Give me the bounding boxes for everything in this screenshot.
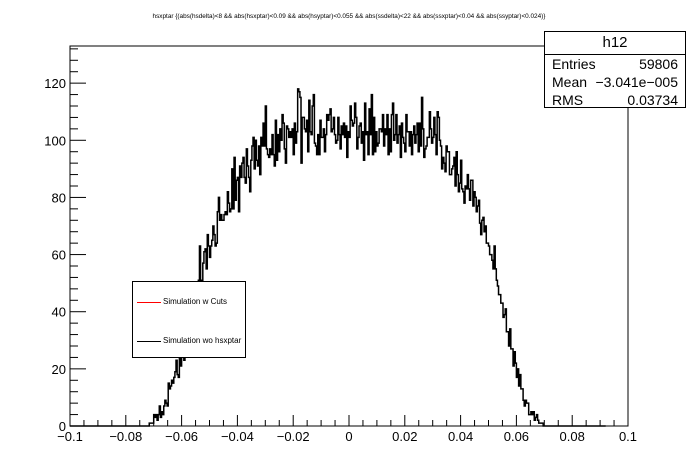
stats-label: Mean bbox=[552, 74, 588, 90]
x-axis: −0.1 −0.08 −0.06 −0.04 −0.02 0 0.02 0.04 0.06 0.0… bbox=[57, 415, 637, 444]
x-tick-label: −0.06 bbox=[165, 429, 198, 444]
stats-row-rms: RMS 0.03734 bbox=[545, 91, 685, 109]
stats-title: h12 bbox=[545, 32, 685, 55]
y-tick-label: 20 bbox=[52, 362, 66, 377]
legend: Simulation w Cuts Simulation wo hsxptar bbox=[132, 281, 246, 358]
histogram-series-line bbox=[70, 88, 606, 427]
series-layer bbox=[70, 88, 606, 427]
stats-value: 0.03734 bbox=[627, 92, 678, 108]
x-tick-label: −0.08 bbox=[109, 429, 142, 444]
y-tick-label: 0 bbox=[59, 419, 66, 434]
y-tick-label: 100 bbox=[44, 133, 66, 148]
chart-title: hsxptar {(abs(hsdelta)<8 && abs(hsxptar)… bbox=[153, 13, 547, 20]
stats-label: Entries bbox=[552, 56, 596, 72]
y-tick-label: 60 bbox=[52, 248, 66, 263]
x-tick-label: −0.1 bbox=[57, 429, 83, 444]
y-axis: 0 20 40 60 80 100 120 bbox=[44, 48, 86, 434]
y-tick-label: 40 bbox=[52, 305, 66, 320]
legend-swatch-red bbox=[137, 302, 161, 303]
x-tick-label: 0.1 bbox=[619, 429, 637, 444]
legend-entry-wo-hsxptar: Simulation wo hsxptar bbox=[133, 335, 245, 349]
y-tick-label: 80 bbox=[52, 190, 66, 205]
stats-box: h12 Entries 59806 Mean −3.041e−005 RMS 0… bbox=[544, 31, 686, 108]
stats-row-entries: Entries 59806 bbox=[545, 55, 685, 73]
legend-entry-w-cuts: Simulation w Cuts bbox=[133, 296, 245, 310]
legend-label: Simulation w Cuts bbox=[163, 297, 228, 306]
x-tick-label: −0.02 bbox=[277, 429, 310, 444]
x-tick-label: 0.08 bbox=[560, 429, 585, 444]
x-tick-label: −0.04 bbox=[221, 429, 254, 444]
x-tick-label: 0.06 bbox=[504, 429, 529, 444]
stats-value: 59806 bbox=[639, 56, 678, 72]
stats-row-mean: Mean −3.041e−005 bbox=[545, 73, 685, 91]
y-tick-label: 120 bbox=[44, 76, 66, 91]
stats-label: RMS bbox=[552, 92, 584, 108]
legend-swatch-black bbox=[137, 341, 161, 342]
x-tick-label: 0.02 bbox=[392, 429, 417, 444]
legend-label: Simulation wo hsxptar bbox=[163, 336, 242, 345]
stats-value: −3.041e−005 bbox=[595, 74, 678, 90]
x-tick-label: 0 bbox=[345, 429, 352, 444]
x-tick-label: 0.04 bbox=[448, 429, 473, 444]
